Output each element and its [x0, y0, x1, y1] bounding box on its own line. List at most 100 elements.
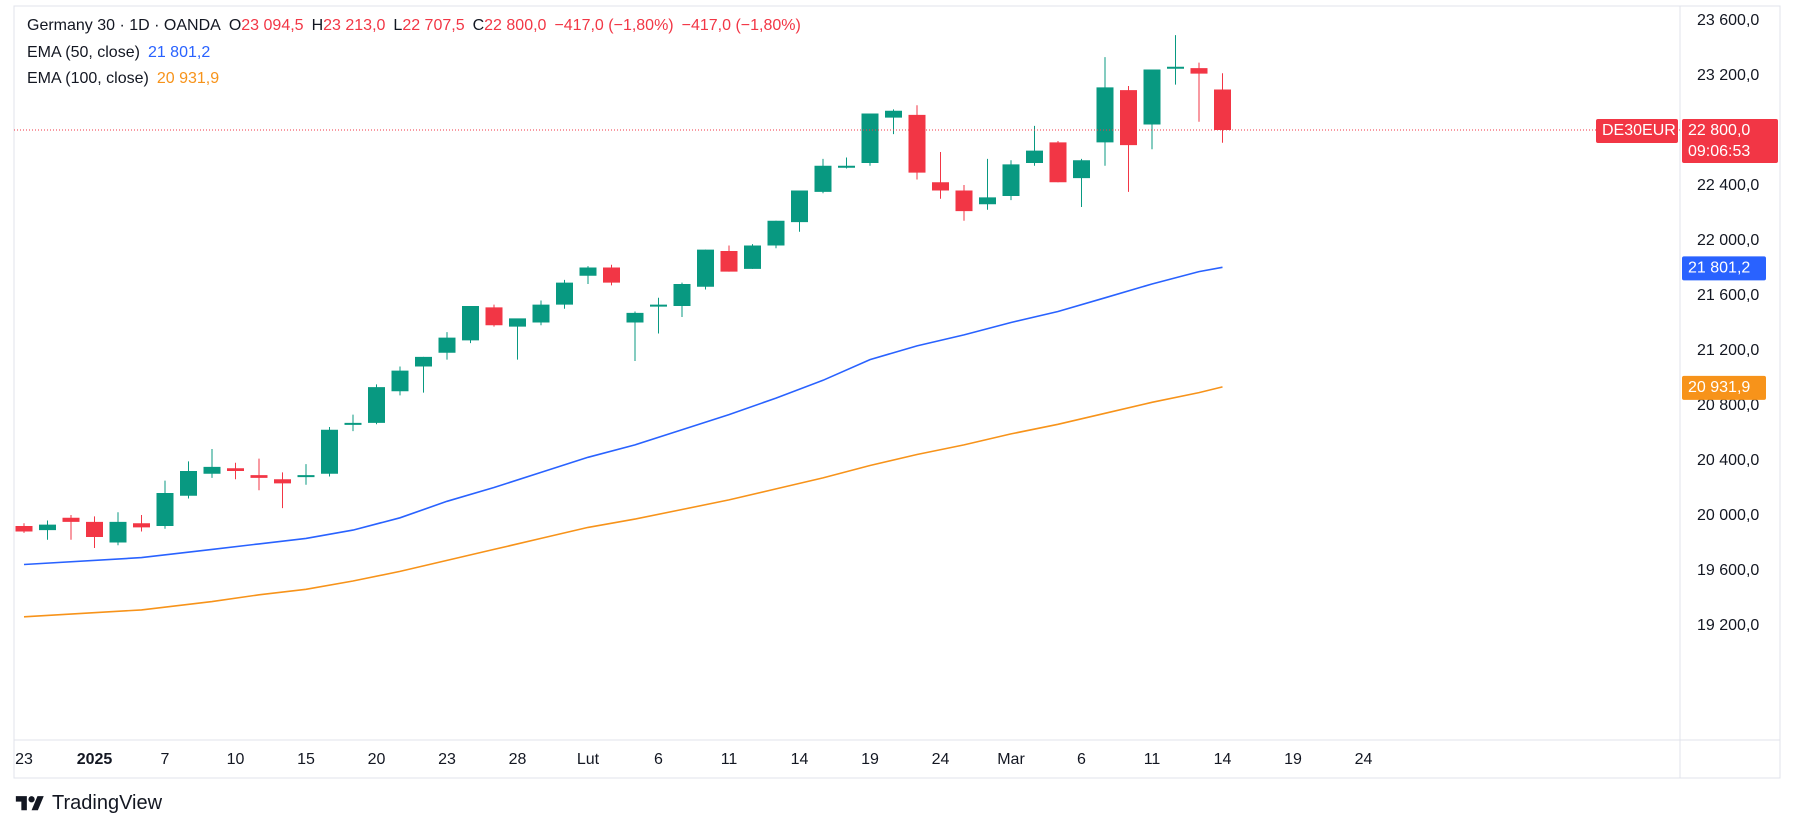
candle-body — [932, 182, 949, 191]
ema100-tag: 20 931,9 — [1682, 375, 1766, 400]
x-tick-label: 19 — [861, 751, 879, 768]
candle-body — [697, 249, 714, 287]
candle-body — [626, 312, 644, 323]
candle-body — [885, 110, 902, 118]
legend-high-value: 23 213,0 — [323, 17, 386, 34]
symbol-tag-bg — [1596, 119, 1678, 143]
candle-body — [579, 267, 597, 276]
candle-body — [791, 190, 808, 223]
legend-ema50-label: EMA (50, close) — [27, 44, 140, 61]
candle — [62, 515, 80, 540]
x-tick-label: 23 — [15, 751, 33, 768]
candle-body — [1049, 142, 1067, 183]
candle — [556, 279, 573, 309]
legend-ema100-value: 20 931,9 — [156, 70, 220, 87]
candle — [1073, 158, 1090, 207]
ema100-tag-bg — [1682, 375, 1766, 400]
x-tick-label: 14 — [1214, 751, 1232, 768]
y-tick-label: 21 600,0 — [1697, 287, 1759, 304]
y-tick-label: 21 200,0 — [1697, 342, 1759, 359]
last-price-tag-text: 09:06:53 — [1688, 143, 1750, 160]
tradingview-brand[interactable]: TradingView — [14, 792, 162, 815]
candle — [744, 244, 761, 269]
candle — [720, 245, 738, 272]
y-tick-label: 20 400,0 — [1697, 452, 1759, 469]
candle-body — [462, 306, 479, 341]
candle — [1190, 62, 1208, 122]
candle — [697, 249, 714, 290]
y-tick-label: 20 800,0 — [1697, 397, 1759, 414]
y-tick-label: 19 200,0 — [1697, 617, 1759, 634]
ema50-tag-bg — [1682, 256, 1766, 281]
legend-open-value: 23 094,5 — [241, 17, 304, 34]
candle-body — [1002, 164, 1020, 196]
x-tick-label: 24 — [1355, 751, 1373, 768]
x-tick-label: 2025 — [77, 751, 113, 768]
candle-body — [368, 387, 385, 423]
y-tick-label: 20 000,0 — [1697, 507, 1759, 524]
candle-body — [650, 304, 667, 307]
x-tick-label: 7 — [161, 751, 170, 768]
candle — [1120, 86, 1137, 192]
candle — [180, 461, 197, 499]
candle — [603, 264, 620, 286]
candle-body — [203, 466, 221, 474]
candle-body — [39, 524, 56, 531]
candle-body — [438, 337, 456, 353]
legend-ema50-value: 21 801,2 — [147, 44, 211, 61]
candle — [321, 427, 338, 477]
legend-ema100-row[interactable]: EMA (100, close) 20 931,9 — [27, 70, 227, 88]
candle-body — [180, 471, 197, 496]
y-tick-label: 23 600,0 — [1697, 12, 1759, 29]
candle — [1096, 57, 1114, 166]
legend-change-2: −417,0 (−1,80%) — [681, 17, 801, 34]
candle — [86, 516, 103, 548]
candle — [344, 414, 362, 432]
candle — [1167, 35, 1184, 85]
x-tick-label: 24 — [932, 751, 950, 768]
tradingview-logo-icon — [15, 795, 44, 810]
y-tick-label: 19 600,0 — [1697, 562, 1759, 579]
legend-close-value: 22 800,0 — [484, 17, 547, 34]
candle-body — [861, 113, 879, 163]
candle — [1026, 125, 1043, 166]
legend-o-label: O — [228, 17, 242, 34]
candle-body — [720, 251, 738, 272]
candle — [532, 300, 550, 326]
legend-symbol[interactable]: Germany 30 · 1D · OANDA — [27, 17, 221, 34]
last-price-tag: 22 800,0 09:06:53 — [1682, 119, 1778, 163]
legend-ema100-label: EMA (100, close) — [27, 70, 149, 87]
candle — [438, 332, 456, 360]
candle-body — [1214, 89, 1231, 130]
x-tick-label: 11 — [1144, 751, 1161, 768]
candle — [156, 480, 174, 529]
candle-body — [1026, 150, 1043, 163]
symbol-tag: DE30EUR — [1596, 119, 1678, 143]
x-tick-label: 6 — [654, 751, 663, 768]
candle-body — [321, 429, 338, 474]
legend-h-label: H — [311, 17, 324, 34]
x-tick-label: 10 — [227, 751, 245, 768]
candle — [368, 384, 385, 425]
last-price-tag-bg — [1682, 119, 1778, 163]
candle-body — [1167, 66, 1184, 69]
candle — [109, 512, 127, 546]
candle-body — [133, 523, 150, 528]
legend-ema50-row[interactable]: EMA (50, close) 21 801,2 — [27, 44, 218, 62]
candle-body — [297, 475, 315, 478]
candle — [203, 449, 221, 478]
candle — [15, 523, 33, 533]
candle-body — [673, 284, 691, 306]
candle-body — [979, 197, 996, 205]
candle-body — [391, 370, 409, 392]
candle-body — [814, 165, 832, 192]
legend-c-label: C — [472, 17, 485, 34]
candle — [227, 462, 244, 480]
candle — [509, 318, 526, 360]
candle-body — [838, 165, 855, 168]
ema50-tag-text: 21 801,2 — [1688, 259, 1750, 276]
candle-body — [485, 307, 503, 326]
x-tick-label: 19 — [1284, 751, 1302, 768]
candle-body — [156, 493, 174, 526]
